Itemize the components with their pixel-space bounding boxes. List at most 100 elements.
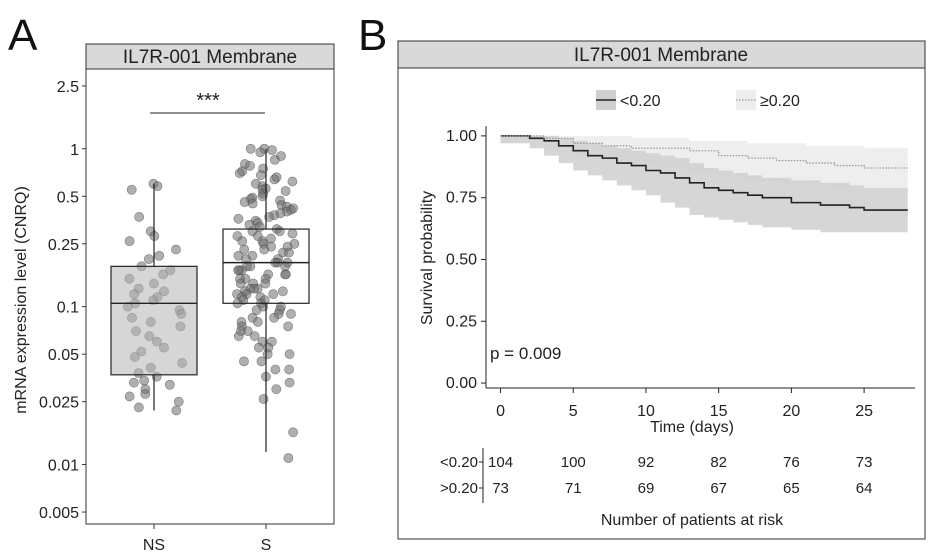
survival-lines (500, 135, 908, 211)
panel-b-x-tick-label: 0 (496, 403, 505, 420)
data-point (126, 184, 137, 195)
risk-count: 82 (710, 454, 727, 471)
risk-count: 65 (783, 480, 800, 497)
legend: <0.20 ≥0.20 (596, 90, 800, 110)
panel-a-y-axis-title: mRNA expression level (CNRQ) (13, 186, 30, 414)
data-point (140, 389, 151, 399)
survival-line-series-0 (500, 135, 908, 211)
risk-table-title: Number of patients at risk (601, 512, 784, 529)
data-point (171, 405, 182, 416)
data-point (262, 349, 273, 360)
panel-a-frame (85, 68, 335, 525)
data-point (264, 212, 275, 222)
panel-b-y-tick-label: 0.25 (446, 313, 477, 330)
data-point (245, 160, 255, 171)
data-point (245, 143, 256, 154)
data-point (164, 379, 175, 390)
data-point (277, 286, 288, 297)
data-point (287, 228, 298, 239)
data-point (259, 244, 270, 255)
data-point (270, 364, 281, 375)
panel-b-x-tick-label: 5 (569, 403, 578, 420)
data-point (252, 317, 263, 327)
data-point (284, 349, 295, 360)
data-point (239, 244, 250, 255)
data-point (260, 278, 271, 289)
panel-a-boxes (110, 148, 310, 453)
panel-a: IL7R-001 Membrane mRNA expression level … (13, 43, 335, 554)
panel-a-x-tick-label: NS (143, 537, 165, 554)
data-point (134, 212, 145, 222)
panel-b-x-axis-title: Time (days) (650, 419, 734, 436)
panel-a-title: IL7R-001 Membrane (123, 47, 297, 68)
data-point (249, 331, 260, 342)
panel-b-x-ticks: 0 5 10 15 20 25 (496, 388, 873, 420)
risk-count: 67 (710, 480, 727, 497)
data-point (237, 236, 248, 247)
panel-a-y-tick-label: 0.1 (57, 300, 79, 317)
risk-table: <0.20 104 100 92 82 76 73 >0.20 73 71 69 67 65 64 (440, 454, 872, 497)
risk-count: 64 (856, 480, 873, 497)
data-point (267, 145, 277, 156)
risk-row-label: >0.20 (440, 480, 478, 497)
panel-letter-a: A (8, 11, 38, 60)
significance-stars: *** (196, 90, 220, 112)
panel-a-y-tick-label: 0.5 (57, 189, 79, 206)
data-point (235, 278, 246, 289)
data-point (143, 254, 154, 265)
data-point (239, 356, 249, 367)
panel-a-y-tick-label: 1 (70, 142, 79, 159)
data-point (233, 331, 244, 342)
risk-row-label: <0.20 (440, 454, 478, 471)
panel-b-y-axis-title: Survival probability (419, 191, 436, 325)
data-point (239, 197, 250, 207)
data-point (269, 174, 280, 185)
panel-a-y-tick-label: 2.5 (57, 79, 79, 96)
data-point (281, 269, 291, 280)
data-point (152, 181, 163, 192)
data-point (171, 244, 181, 255)
risk-count: 76 (783, 454, 800, 471)
data-point (233, 265, 244, 276)
data-point (258, 394, 269, 404)
panel-a-y-tick-label: 0.025 (39, 395, 79, 412)
legend-label-high: ≥0.20 (760, 93, 800, 110)
p-value: p = 0.009 (490, 344, 561, 363)
risk-count: 104 (488, 454, 513, 471)
panel-b-title: IL7R-001 Membrane (574, 45, 748, 66)
panel-b-x-tick-label: 20 (782, 403, 800, 420)
panel-a-y-tick-label: 0.005 (39, 505, 79, 522)
data-point (256, 170, 266, 181)
panel-b-x-tick-label: 25 (855, 403, 873, 420)
risk-count: 69 (638, 480, 655, 497)
data-point (284, 247, 294, 258)
legend-label-low: <0.20 (620, 93, 661, 110)
panel-b-y-tick-label: 1.00 (446, 128, 477, 145)
data-point (133, 402, 144, 413)
risk-count: 100 (561, 454, 586, 471)
box-body-S (222, 228, 310, 304)
data-point (271, 384, 282, 395)
panel-a-y-tick-label: 0.05 (48, 347, 79, 364)
panel-b-x-tick-label: 10 (637, 403, 655, 420)
data-point (129, 377, 139, 388)
panel-a-y-tick-label: 0.25 (48, 237, 79, 254)
data-point (284, 377, 295, 388)
panel-b-y-tick-label: 0.75 (446, 190, 477, 207)
box-body-NS (110, 265, 198, 376)
data-point (253, 342, 264, 353)
data-point (251, 305, 262, 316)
panel-b-strip (397, 40, 926, 69)
panel-a-strip (85, 43, 335, 70)
data-point (283, 321, 294, 332)
data-point (124, 391, 135, 402)
panel-b-y-tick-label: 0.00 (446, 375, 477, 392)
panel-a-x-tick-label: S (261, 537, 272, 554)
risk-count: 73 (856, 454, 873, 471)
risk-count: 92 (638, 454, 655, 471)
data-point (269, 154, 280, 165)
data-point (173, 396, 184, 407)
data-point (268, 289, 279, 300)
